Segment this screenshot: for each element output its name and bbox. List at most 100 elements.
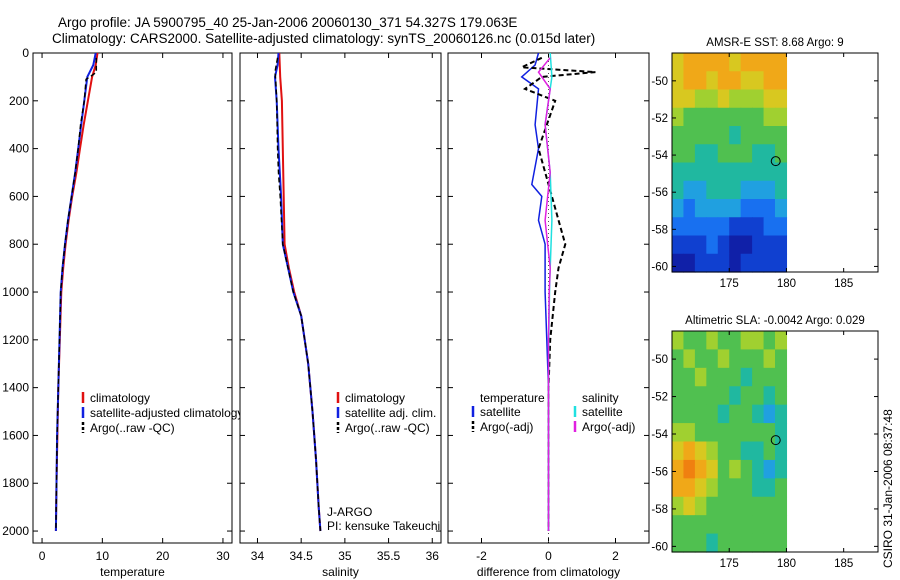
sla_map-cell bbox=[740, 404, 753, 424]
sst_map-xtick-label: 175 bbox=[720, 278, 739, 290]
difference-legend-title-temperature: temperature bbox=[480, 391, 545, 405]
difference-legend-salinity-satellite-label: satellite bbox=[582, 405, 623, 419]
sst_map-cell bbox=[683, 71, 696, 91]
temperature-ytick-label: 800 bbox=[9, 237, 29, 251]
sla_map-cell bbox=[672, 423, 685, 443]
sla_map-cell bbox=[717, 533, 730, 553]
temperature-panel: 0 10 20 30 0 200 400 600 800 1000 1200 1400 1600 1800… bbox=[2, 46, 243, 579]
sst_map-cell bbox=[752, 217, 765, 237]
sla_map-cell bbox=[775, 349, 788, 369]
sla_map-cell bbox=[729, 349, 742, 369]
difference-panel: -2 0 2 difference from climatology temperatu… bbox=[447, 52, 650, 579]
sla_map-ytick-label: -54 bbox=[651, 429, 668, 441]
sla_map-cell bbox=[752, 331, 765, 351]
sst_map-cell bbox=[694, 71, 707, 91]
sst_map-cell bbox=[683, 199, 696, 218]
sla_map-cell bbox=[775, 331, 788, 351]
sla_map-cell bbox=[683, 515, 696, 535]
sla_map-cell bbox=[752, 441, 765, 461]
sst_map-cell bbox=[763, 235, 776, 255]
sla_map-cell bbox=[672, 331, 685, 351]
sla_map-cell bbox=[672, 478, 685, 498]
sla_map-cell bbox=[717, 349, 730, 369]
sst_map-frame bbox=[671, 52, 879, 273]
salinity-legend-item-label: climatology bbox=[345, 391, 405, 405]
sst_map-cell bbox=[672, 162, 685, 182]
sst_map-cell bbox=[706, 53, 719, 72]
salinity-xtick-label: 35 bbox=[338, 549, 352, 563]
sst_map-cell bbox=[683, 89, 696, 109]
sla_map-cell bbox=[672, 459, 685, 479]
sla_map-cell bbox=[729, 459, 742, 479]
salinity-xlabel: salinity bbox=[322, 565, 359, 579]
sla_map-cell bbox=[717, 331, 730, 351]
salinity-legend-item-label: satellite adj. clim. bbox=[345, 406, 436, 420]
sla_map-ytick-label: -56 bbox=[651, 466, 668, 478]
sst_map-cell bbox=[729, 107, 742, 127]
sst_map-cell bbox=[775, 53, 788, 72]
sst_map-cell bbox=[752, 144, 765, 164]
sst_map-cell bbox=[706, 253, 719, 273]
sst_map-cell bbox=[763, 107, 776, 127]
sla_map-cell bbox=[729, 423, 742, 443]
difference-xtick-label: -2 bbox=[476, 549, 487, 563]
sla_map-cell bbox=[717, 478, 730, 498]
sst_map-cell bbox=[752, 89, 765, 109]
title-line-2: Climatology: CARS2000. Satellite-adjuste… bbox=[52, 31, 595, 46]
sst_map-cell bbox=[717, 126, 730, 145]
sla_map-cell bbox=[752, 349, 765, 369]
sla_map-cell bbox=[694, 367, 707, 387]
sla_map-cell bbox=[717, 441, 730, 461]
salinity-annotation: PI: kensuke Takeuchi bbox=[327, 519, 440, 533]
sst_map-cell bbox=[672, 144, 685, 164]
temperature-ytick-label: 600 bbox=[9, 189, 29, 203]
sla_map-cell bbox=[672, 349, 685, 369]
sst_map-cell bbox=[683, 162, 696, 182]
sla_map-cell bbox=[694, 515, 707, 535]
sla_map-cell bbox=[683, 459, 696, 479]
sst_map-ytick-label: -58 bbox=[651, 224, 668, 236]
salinity-xtick-label: 34 bbox=[251, 549, 265, 563]
sst_map-cell bbox=[729, 180, 742, 200]
sst_map-cell bbox=[740, 162, 753, 182]
temperature-legend-item-label: Argo(..raw -QC) bbox=[90, 421, 175, 435]
sst_map-cell bbox=[672, 89, 685, 109]
salinity-xtick-label: 34.5 bbox=[289, 549, 313, 563]
sst_map-cell bbox=[775, 235, 788, 255]
sla_map-cell bbox=[763, 515, 776, 535]
sst_map-cell bbox=[694, 144, 707, 164]
sst_map-cell bbox=[672, 235, 685, 255]
sla_map-cell bbox=[717, 404, 730, 424]
csiro-timestamp: CSIRO 31-Jan-2006 08:37:48 bbox=[881, 409, 895, 568]
sst_map-cell bbox=[729, 217, 742, 237]
sst_map-cell bbox=[752, 126, 765, 145]
sla_map-cell bbox=[729, 404, 742, 424]
sst_map-cell bbox=[740, 253, 753, 273]
sst_map-cell bbox=[775, 144, 788, 164]
temperature-ytick-label: 1800 bbox=[2, 476, 29, 490]
sst_map-cell bbox=[740, 89, 753, 109]
sst_map-cell bbox=[717, 107, 730, 127]
sla-map-panel: 175 180 185 -50 -52 -54 -56 -58 -60 Altimetric SL… bbox=[651, 315, 879, 570]
sla_map-ytick-label: -58 bbox=[651, 504, 668, 516]
salinity-series-line bbox=[274, 57, 322, 532]
sla_map-cell bbox=[729, 386, 742, 406]
sla_map-cell bbox=[706, 459, 719, 479]
temperature-xtick-label: 10 bbox=[96, 549, 110, 563]
sst_map-cell bbox=[729, 89, 742, 109]
sla_map-frame bbox=[671, 330, 879, 553]
sla_map-cell bbox=[740, 478, 753, 498]
sla_map-cell bbox=[740, 533, 753, 553]
temperature-ytick-label: 400 bbox=[9, 142, 29, 156]
sla_map-cell bbox=[740, 515, 753, 535]
sla_map-cell bbox=[706, 404, 719, 424]
sla_map-cell bbox=[706, 386, 719, 406]
sst_map-cell bbox=[706, 71, 719, 91]
difference-legend-salinity-argo-label: Argo(-adj) bbox=[582, 420, 635, 434]
sst_map-cell bbox=[683, 235, 696, 255]
sst_map-cell bbox=[763, 217, 776, 237]
sst_map-cell bbox=[672, 71, 685, 91]
sla_map-cell bbox=[763, 423, 776, 443]
sla_map-cell bbox=[672, 533, 685, 553]
sla_map-cell bbox=[740, 423, 753, 443]
